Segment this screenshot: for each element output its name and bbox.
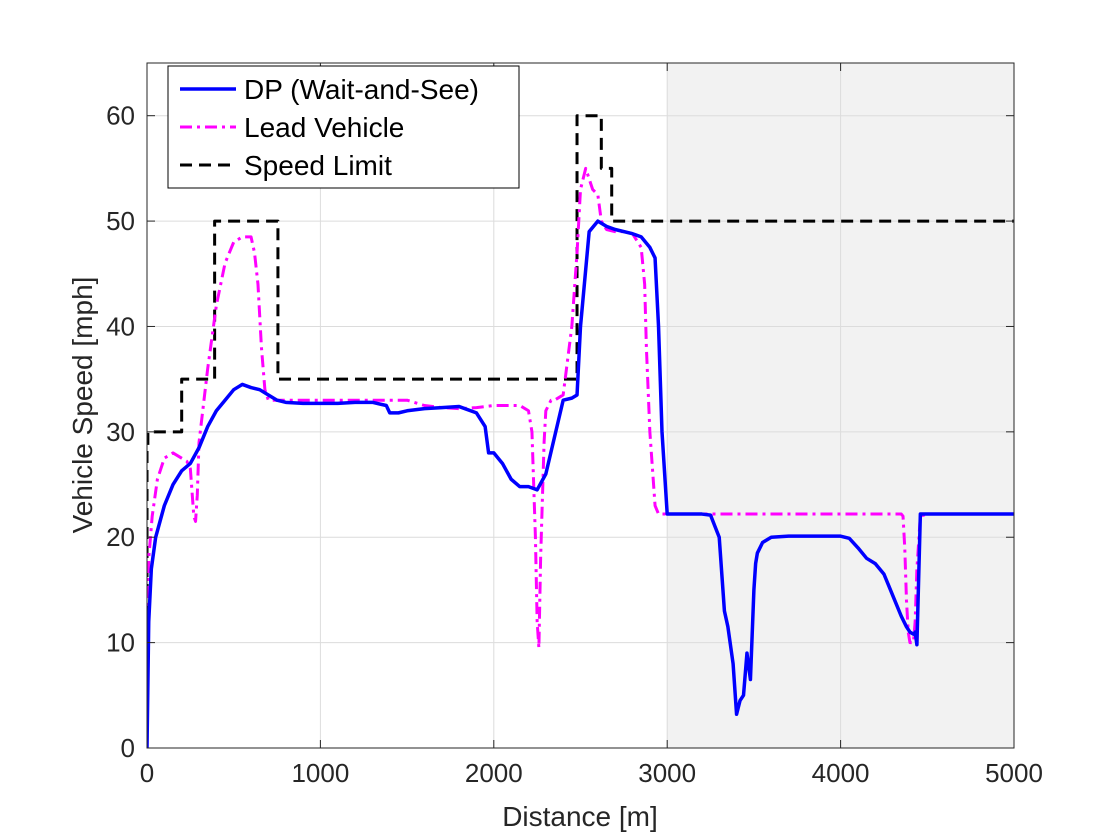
legend: DP (Wait-and-See) Lead Vehicle Speed Lim…	[167, 65, 520, 189]
x-tick-label: 1000	[291, 758, 349, 788]
x-tick-label: 4000	[812, 758, 870, 788]
legend-box	[167, 65, 520, 189]
x-tick-label: 3000	[638, 758, 696, 788]
y-tick-label: 10	[106, 628, 135, 658]
y-tick-label: 50	[106, 206, 135, 236]
y-tick-label: 30	[106, 417, 135, 447]
series-line-speed-limit	[147, 114, 1014, 748]
axes-frame	[146, 62, 1015, 749]
x-tick-label: 2000	[465, 758, 523, 788]
legend-label-limit: Speed Limit	[244, 150, 392, 181]
y-tick-label: 60	[106, 101, 135, 131]
legend-label-lead: Lead Vehicle	[244, 112, 404, 143]
x-tick-label: 0	[140, 758, 154, 788]
legend-label-dp: DP (Wait-and-See)	[244, 74, 479, 105]
y-axis-title: Vehicle Speed [mph]	[67, 277, 98, 534]
series-line-lead-vehicle	[147, 166, 1014, 748]
y-tick-label: 0	[121, 733, 135, 763]
y-tick-label: 40	[106, 311, 135, 341]
series-line-dp-wait-and-see	[147, 219, 1014, 748]
y-tick-label: 20	[106, 522, 135, 552]
x-tick-label: 5000	[985, 758, 1043, 788]
x-axis-title: Distance [m]	[502, 801, 658, 832]
